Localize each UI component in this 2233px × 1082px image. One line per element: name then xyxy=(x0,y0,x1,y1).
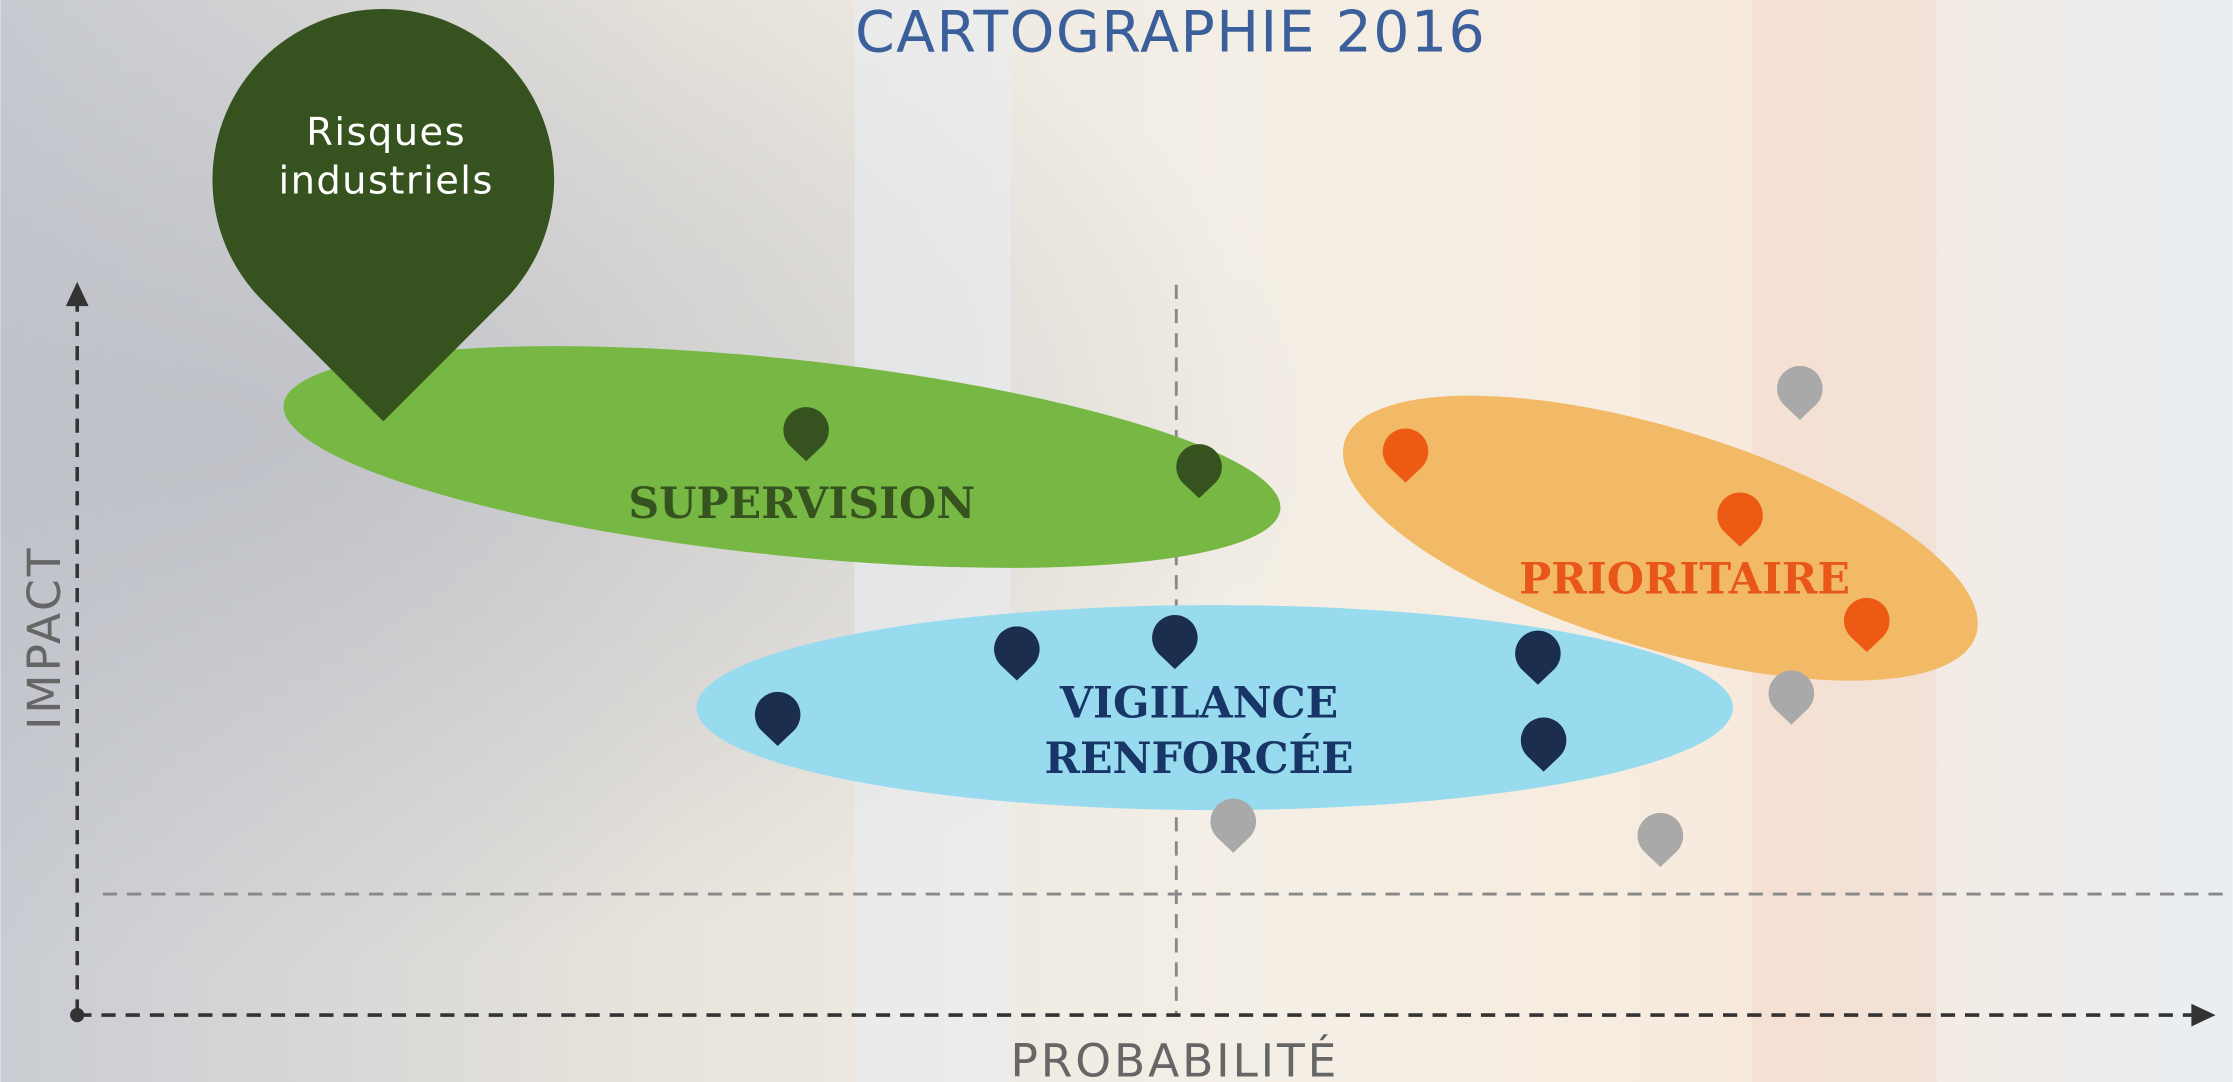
x-arrow xyxy=(2191,1003,2216,1027)
risk-pin xyxy=(754,691,801,747)
zone-label: PRIORITAIRE xyxy=(1519,555,1850,605)
zone-vigilance xyxy=(696,605,1733,811)
zone-supervision xyxy=(283,346,1281,568)
risk-pin xyxy=(1777,365,1823,420)
zone-label: VIGILANCE xyxy=(1059,679,1338,729)
risk-pin xyxy=(1152,614,1198,670)
callout-label: industriels xyxy=(278,159,493,204)
risk-pin xyxy=(1515,630,1561,685)
risk-pin xyxy=(994,626,1040,681)
zone-label: SUPERVISION xyxy=(628,479,975,529)
zone-prioritaire xyxy=(1342,395,1978,681)
risk-pin xyxy=(1210,798,1257,853)
zone-label: RENFORCÉE xyxy=(1044,733,1353,784)
risk-pin xyxy=(1520,717,1567,772)
risk-pin xyxy=(1844,597,1890,653)
x-axis-label: PROBABILITÉ xyxy=(1010,1033,1339,1082)
y-axis-label: IMPACT xyxy=(18,546,71,730)
risk-pin xyxy=(1637,812,1684,868)
axis-origin xyxy=(70,1007,85,1023)
risk-pin xyxy=(1176,444,1222,499)
risk-pin xyxy=(1717,492,1763,547)
pins xyxy=(754,365,1890,868)
axes xyxy=(75,301,2196,1017)
callout-label: Risques xyxy=(306,110,466,155)
callout-pin xyxy=(212,8,555,422)
title: CARTOGRAPHIE 2016 xyxy=(855,0,1486,65)
y-arrow xyxy=(65,281,89,307)
risk-pin xyxy=(783,407,829,462)
risk-pin xyxy=(1382,428,1429,483)
risk-pin xyxy=(1768,670,1815,725)
